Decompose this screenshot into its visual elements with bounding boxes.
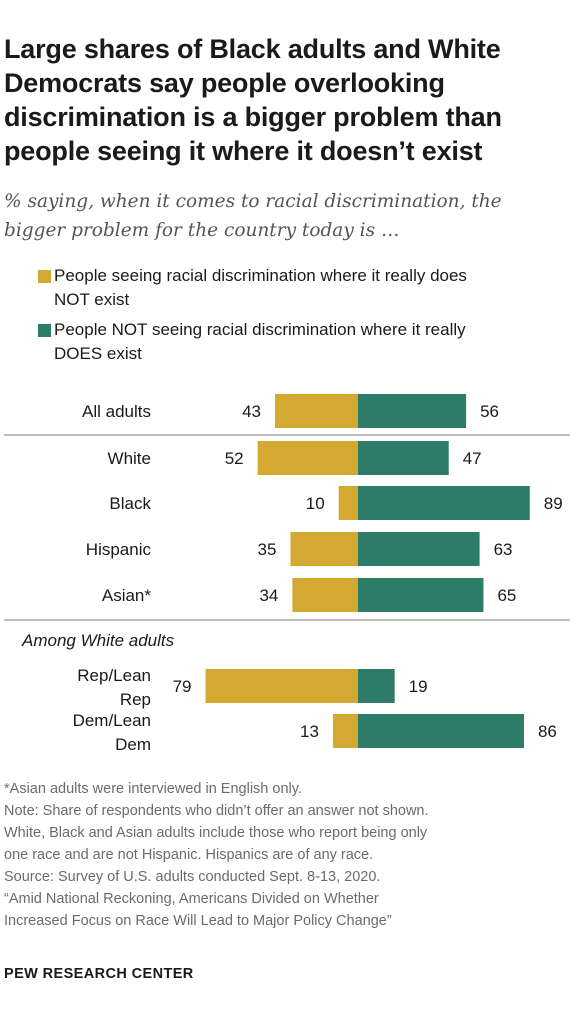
value-label-seeing: 10 — [306, 494, 325, 513]
value-label-not-seeing: 63 — [494, 540, 513, 559]
footnote-asian: *Asian adults were interviewed in Englis… — [4, 781, 302, 797]
bar-seeing — [257, 441, 358, 475]
category-label: All adults — [82, 402, 151, 421]
bar-seeing — [275, 394, 358, 428]
report-title-line: Increased Focus on Race Will Lead to Maj… — [4, 913, 392, 929]
category-label: Dem/Lean — [73, 711, 151, 730]
legend-swatch-not-seeing — [38, 324, 51, 337]
value-label-not-seeing: 19 — [409, 677, 428, 696]
chart-subtitle: % saying, when it comes to racial discri… — [4, 191, 502, 241]
value-label-seeing: 79 — [173, 677, 192, 696]
category-label: White — [108, 449, 151, 468]
value-label-not-seeing: 56 — [480, 402, 499, 421]
bar-seeing — [292, 578, 358, 612]
bar-seeing — [338, 486, 358, 520]
category-label: Rep — [120, 690, 151, 709]
bar-not-seeing — [358, 578, 484, 612]
note-line: one race and are not Hispanic. Hispanics… — [4, 847, 374, 863]
category-label: Hispanic — [86, 540, 152, 559]
bar-not-seeing — [358, 532, 480, 566]
group-label: Among White adults — [21, 631, 175, 650]
bar-not-seeing — [358, 441, 449, 475]
value-label-seeing: 34 — [259, 586, 278, 605]
value-label-seeing: 52 — [225, 449, 244, 468]
category-label: Asian* — [102, 586, 152, 605]
legend-label-seeing: People seeing racial discrimination wher… — [54, 266, 467, 309]
value-label-not-seeing: 47 — [463, 449, 482, 468]
bar-not-seeing — [358, 486, 530, 520]
bar-not-seeing — [358, 669, 395, 703]
chart-title: Large shares of Black adults and White D… — [4, 34, 502, 166]
bar-seeing — [205, 669, 358, 703]
value-label-not-seeing: 65 — [497, 586, 516, 605]
category-label: Rep/Lean — [77, 666, 151, 685]
note-line: Note: Share of respondents who didn’t of… — [4, 803, 429, 819]
chart-notes: *Asian adults were interviewed in Englis… — [4, 778, 579, 932]
category-label: Dem — [115, 735, 151, 754]
diverging-bar-chart: Among White adults 43 56 All adults 52 47 Whit… — [4, 394, 570, 754]
source-line: Source: Survey of U.S. adults conducted … — [4, 869, 381, 885]
value-label-seeing: 13 — [300, 722, 319, 741]
value-label-not-seeing: 89 — [544, 494, 563, 513]
report-title-line: “Amid National Reckoning, Americans Divi… — [4, 891, 379, 907]
value-label-not-seeing: 86 — [538, 722, 557, 741]
value-label-seeing: 35 — [258, 540, 277, 559]
legend-swatch-seeing — [38, 270, 51, 283]
bar-not-seeing — [358, 714, 524, 748]
brand-logo-text: PEW RESEARCH CENTER — [4, 966, 194, 982]
bar-not-seeing — [358, 394, 467, 428]
bar-seeing — [290, 532, 358, 566]
legend-label-not-seeing: People NOT seeing racial discrimination … — [54, 320, 466, 363]
category-label: Black — [109, 494, 151, 513]
note-line: White, Black and Asian adults include th… — [4, 825, 428, 841]
bar-seeing — [332, 714, 358, 748]
value-label-seeing: 43 — [242, 402, 261, 421]
